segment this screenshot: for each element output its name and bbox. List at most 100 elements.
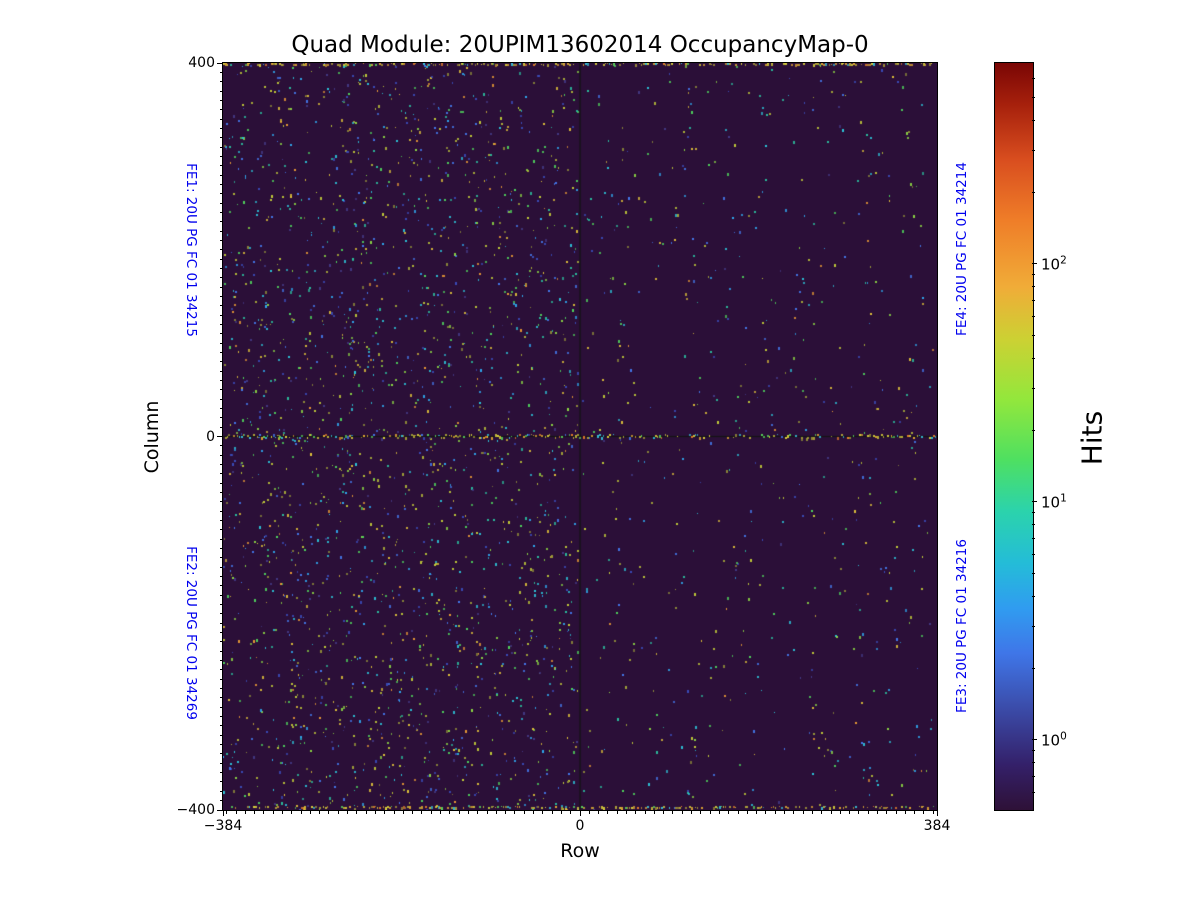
x-minor-tick bbox=[867, 810, 869, 814]
colorbar-tick-label: 100 bbox=[1041, 730, 1067, 750]
y-minor-tick bbox=[219, 473, 223, 475]
y-minor-tick bbox=[219, 753, 223, 755]
x-minor-tick bbox=[858, 810, 860, 814]
y-minor-tick bbox=[219, 155, 223, 157]
colorbar-minor-tick bbox=[1032, 334, 1035, 336]
x-minor-tick bbox=[412, 810, 414, 814]
x-minor-tick bbox=[877, 810, 878, 814]
x-major-tick bbox=[222, 810, 224, 816]
x-minor-tick bbox=[886, 810, 888, 814]
x-tick-label: 384 bbox=[923, 818, 951, 834]
y-minor-tick bbox=[219, 632, 223, 634]
x-minor-tick bbox=[300, 810, 302, 814]
y-minor-tick bbox=[219, 211, 223, 213]
x-minor-tick bbox=[309, 810, 311, 814]
y-minor-tick bbox=[219, 650, 223, 652]
colorbar-minor-tick bbox=[1032, 595, 1035, 597]
y-minor-tick bbox=[219, 389, 223, 391]
y-minor-tick bbox=[219, 221, 223, 223]
y-minor-tick bbox=[219, 295, 223, 297]
colorbar-minor-tick bbox=[1032, 96, 1035, 98]
colorbar-minor-tick bbox=[1032, 149, 1035, 151]
x-minor-tick bbox=[235, 810, 237, 814]
fe2-chip-label: FE2: 20U PG FC 01 34269 bbox=[183, 546, 199, 720]
x-minor-tick bbox=[560, 810, 562, 814]
colorbar-minor-tick bbox=[1032, 316, 1035, 318]
x-minor-tick bbox=[337, 810, 339, 814]
x-minor-tick bbox=[774, 810, 776, 814]
colorbar-minor-tick bbox=[1032, 667, 1035, 669]
y-minor-tick bbox=[219, 622, 223, 624]
x-minor-tick bbox=[384, 810, 386, 814]
y-minor-tick bbox=[219, 342, 223, 344]
y-minor-tick bbox=[219, 585, 223, 587]
x-minor-tick bbox=[440, 810, 442, 814]
y-minor-tick bbox=[219, 193, 223, 195]
colorbar-minor-tick bbox=[1032, 554, 1035, 556]
colorbar-minor-tick bbox=[1032, 286, 1035, 288]
colorbar-gradient bbox=[994, 62, 1034, 811]
x-minor-tick bbox=[244, 810, 246, 814]
y-minor-tick bbox=[219, 426, 223, 428]
x-minor-tick bbox=[625, 810, 627, 814]
x-minor-tick bbox=[839, 810, 841, 814]
x-minor-tick bbox=[672, 810, 674, 814]
x-minor-tick bbox=[607, 810, 609, 814]
y-minor-tick bbox=[219, 613, 223, 615]
y-minor-tick bbox=[219, 258, 223, 260]
y-minor-tick bbox=[219, 277, 223, 279]
x-minor-tick bbox=[700, 810, 702, 814]
x-minor-tick bbox=[737, 810, 739, 814]
y-tick-label: 400 bbox=[188, 55, 215, 71]
x-minor-tick bbox=[821, 810, 823, 814]
y-minor-tick bbox=[219, 239, 223, 241]
x-minor-tick bbox=[932, 810, 934, 814]
y-minor-tick bbox=[219, 323, 223, 325]
x-minor-tick bbox=[793, 810, 795, 814]
y-minor-tick bbox=[219, 604, 223, 606]
x-minor-tick bbox=[551, 810, 553, 814]
colorbar-minor-tick bbox=[1032, 357, 1035, 359]
y-minor-tick bbox=[219, 501, 223, 503]
x-minor-tick bbox=[802, 810, 804, 814]
x-minor-tick bbox=[226, 810, 228, 814]
x-minor-tick bbox=[328, 810, 330, 814]
x-minor-tick bbox=[691, 810, 693, 814]
x-minor-tick bbox=[356, 810, 358, 814]
y-minor-tick bbox=[219, 249, 223, 251]
x-minor-tick bbox=[430, 810, 432, 814]
x-axis-label: Row bbox=[560, 840, 600, 862]
y-minor-tick bbox=[219, 351, 223, 353]
colorbar-minor-tick bbox=[1032, 119, 1035, 121]
colorbar-label: Hits bbox=[1075, 410, 1109, 466]
y-minor-tick bbox=[219, 566, 223, 568]
y-minor-tick bbox=[219, 492, 223, 494]
colorbar-minor-tick bbox=[1032, 750, 1035, 752]
y-minor-tick bbox=[219, 286, 223, 288]
y-minor-tick bbox=[219, 678, 223, 680]
y-minor-tick bbox=[219, 697, 223, 699]
x-major-tick bbox=[579, 810, 581, 816]
colorbar-major-tick bbox=[1032, 263, 1037, 265]
x-tick-label: −384 bbox=[203, 818, 243, 834]
x-minor-tick bbox=[402, 810, 404, 814]
y-minor-tick bbox=[219, 548, 223, 550]
y-minor-tick bbox=[219, 781, 223, 783]
x-minor-tick bbox=[282, 810, 283, 814]
y-minor-tick bbox=[219, 790, 223, 792]
x-tick-label: 0 bbox=[575, 818, 585, 834]
colorbar-minor-tick bbox=[1032, 524, 1035, 526]
x-minor-tick bbox=[542, 810, 544, 814]
x-minor-tick bbox=[616, 810, 618, 814]
y-minor-tick bbox=[219, 688, 223, 690]
x-minor-tick bbox=[374, 810, 376, 814]
y-minor-tick bbox=[219, 146, 223, 148]
x-minor-tick bbox=[365, 810, 367, 814]
y-minor-tick bbox=[219, 333, 223, 335]
y-minor-tick bbox=[219, 398, 223, 400]
y-tick-label: 0 bbox=[206, 428, 215, 445]
y-minor-tick bbox=[219, 165, 223, 167]
x-minor-tick bbox=[635, 810, 637, 814]
x-minor-tick bbox=[523, 810, 525, 814]
